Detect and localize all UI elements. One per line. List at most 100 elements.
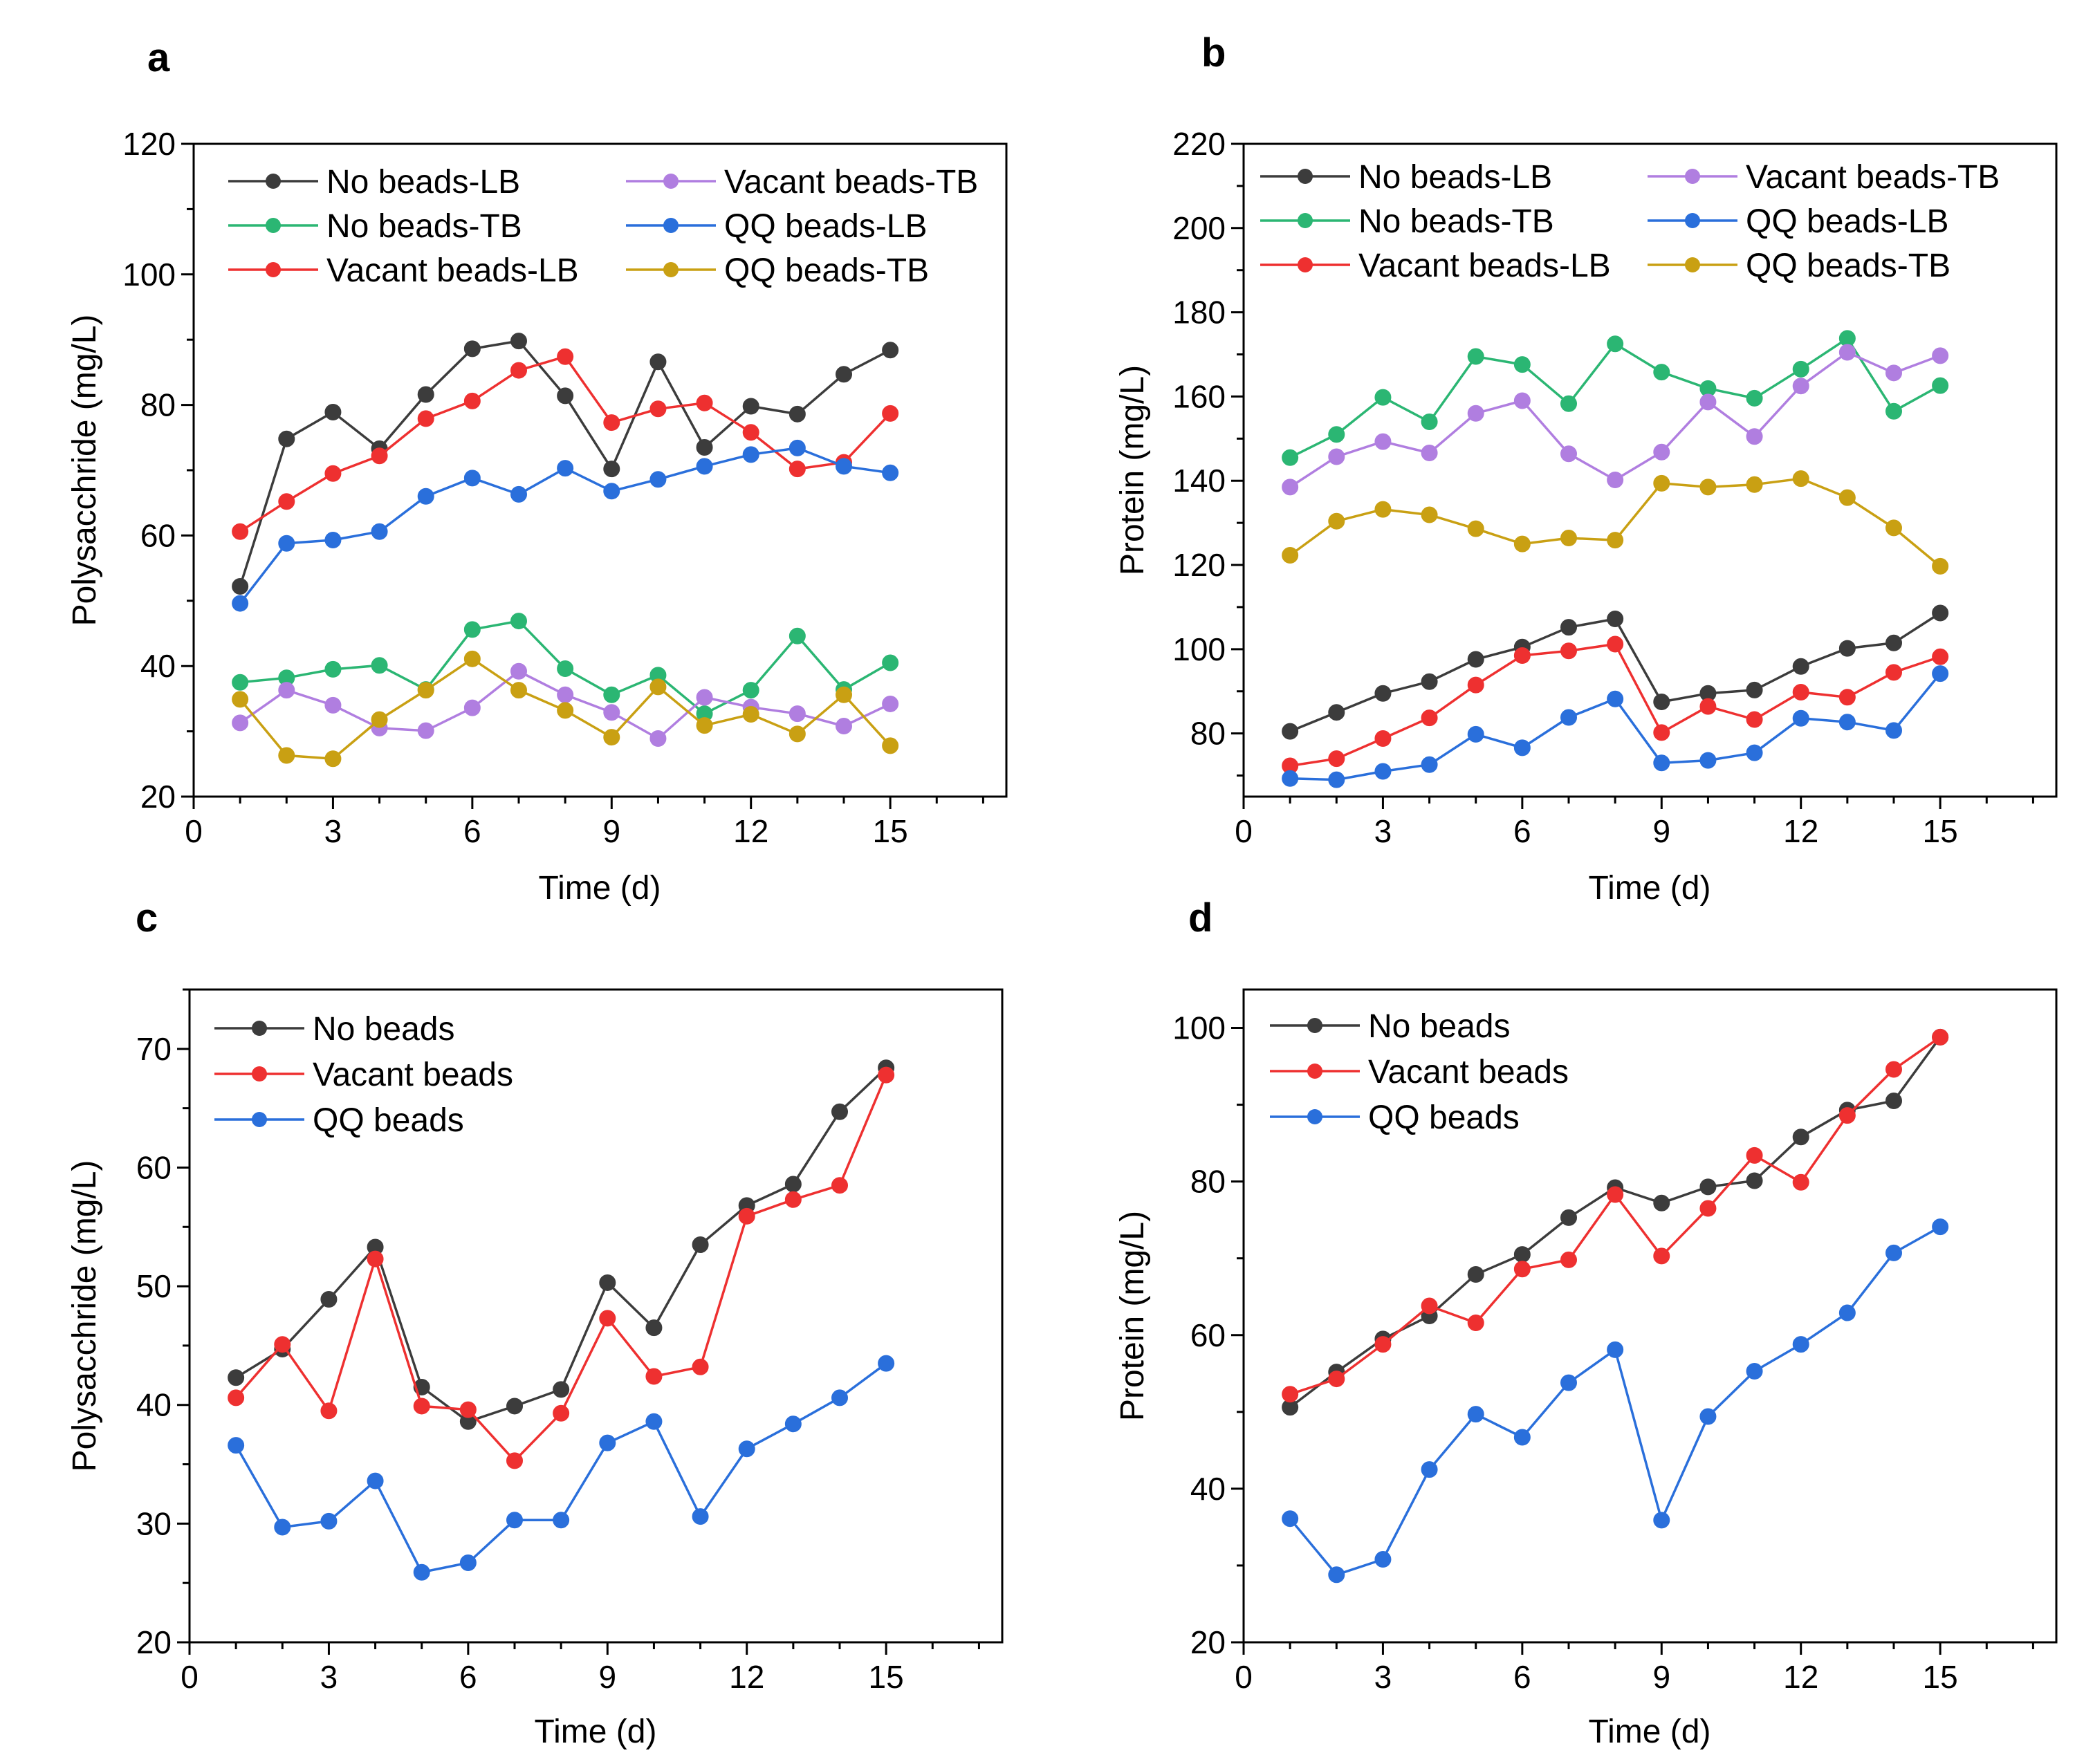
data-point-b-vacant-beads-tb-2	[1328, 448, 1345, 465]
data-point-a-vacant-beads-lb-13	[788, 461, 806, 478]
data-point-d-qq-beads-9	[1653, 1512, 1670, 1529]
legend-label-d-vacant-beads: Vacant beads	[1368, 1054, 1569, 1090]
legend-marker-b-qq-beads-lb	[1685, 213, 1700, 228]
data-point-d-qq-beads-11	[1746, 1362, 1763, 1380]
y-axis-title-c: Polysacchride (mg/L)	[66, 1160, 103, 1472]
data-point-a-vacant-beads-lb-3	[324, 465, 342, 482]
data-point-a-qq-beads-tb-2	[278, 747, 295, 764]
legend-label-c-qq-beads: QQ beads	[313, 1102, 464, 1139]
x-tick-label-a-6: 6	[463, 813, 481, 849]
data-point-a-qq-beads-tb-3	[324, 750, 342, 768]
x-tick-label-d-15: 15	[1923, 1659, 1958, 1695]
data-point-b-no-beads-lb-11	[1746, 681, 1763, 698]
data-point-a-no-beads-lb-14	[836, 366, 852, 383]
legend-marker-a-no-beads-lb	[266, 174, 281, 189]
data-point-a-qq-beads-tb-15	[882, 737, 899, 754]
data-point-c-vacant-beads-14	[831, 1177, 848, 1194]
legend-marker-d-no-beads	[1307, 1018, 1322, 1033]
data-point-b-no-beads-lb-7	[1560, 619, 1577, 636]
y-tick-label-d-60: 60	[1190, 1317, 1226, 1353]
data-point-b-qq-beads-lb-4	[1421, 756, 1438, 773]
data-point-c-vacant-beads-15	[878, 1066, 895, 1084]
data-point-b-no-beads-tb-4	[1421, 413, 1438, 430]
data-point-b-qq-beads-tb-15	[1932, 557, 1949, 575]
y-tick-label-b-80: 80	[1190, 716, 1226, 752]
y-tick-label-c-50: 50	[136, 1268, 172, 1304]
data-point-c-qq-beads-8	[553, 1512, 570, 1529]
x-axis-title-a: Time (d)	[539, 870, 661, 907]
data-point-a-qq-beads-tb-9	[603, 729, 620, 746]
data-point-a-vacant-beads-lb-4	[371, 447, 388, 465]
y-tick-label-a-60: 60	[140, 517, 176, 553]
legend-label-a-vacant-beads-lb: Vacant beads-LB	[326, 252, 579, 289]
data-point-d-qq-beads-7	[1560, 1374, 1577, 1391]
x-axis-title-d: Time (d)	[1589, 1714, 1711, 1750]
data-point-a-no-beads-lb-11	[696, 438, 713, 456]
data-point-b-vacant-beads-tb-4	[1421, 445, 1438, 462]
legend-label-d-qq-beads: QQ beads	[1368, 1099, 1520, 1136]
data-point-b-qq-beads-tb-13	[1838, 489, 1856, 506]
data-point-d-qq-beads-5	[1467, 1406, 1484, 1423]
y-axis-title-b: Protein (mg/L)	[1114, 365, 1151, 575]
data-point-c-vacant-beads-3	[320, 1402, 338, 1420]
data-point-a-vacant-beads-lb-6	[463, 392, 481, 409]
y-tick-label-b-100: 100	[1172, 631, 1226, 667]
x-tick-label-c-9: 9	[598, 1659, 616, 1695]
data-point-a-qq-beads-lb-1	[232, 595, 249, 612]
data-point-c-qq-beads-1	[228, 1437, 245, 1454]
data-point-b-vacant-beads-lb-5	[1467, 676, 1484, 694]
data-point-a-vacant-beads-tb-14	[836, 718, 852, 735]
y-tick-label-c-20: 20	[136, 1624, 172, 1660]
data-point-c-qq-beads-4	[367, 1472, 384, 1489]
legend-marker-d-vacant-beads	[1307, 1064, 1322, 1079]
legend-marker-b-vacant-beads-lb	[1298, 257, 1313, 272]
legend-label-d-no-beads: No beads	[1368, 1008, 1510, 1045]
x-tick-label-b-3: 3	[1374, 813, 1392, 849]
legend-label-a-qq-beads-tb: QQ beads-TB	[724, 252, 929, 289]
data-point-b-qq-beads-lb-3	[1374, 763, 1392, 780]
data-point-a-vacant-beads-tb-1	[232, 714, 249, 732]
legend-marker-a-qq-beads-lb	[663, 218, 679, 233]
data-point-a-no-beads-lb-3	[324, 403, 342, 420]
data-point-d-vacant-beads-8	[1607, 1186, 1624, 1203]
data-point-c-vacant-beads-9	[599, 1310, 616, 1327]
legend-marker-b-qq-beads-tb	[1685, 257, 1700, 272]
y-tick-label-c-70: 70	[136, 1031, 172, 1067]
y-tick-label-a-20: 20	[140, 779, 176, 815]
data-point-b-vacant-beads-tb-5	[1467, 405, 1484, 422]
data-point-a-qq-beads-lb-15	[882, 464, 899, 481]
data-point-c-qq-beads-12	[738, 1440, 755, 1458]
data-point-a-vacant-beads-lb-5	[417, 410, 434, 427]
data-point-a-qq-beads-lb-5	[417, 488, 434, 505]
data-point-b-vacant-beads-tb-15	[1932, 347, 1949, 364]
data-point-b-vacant-beads-lb-10	[1699, 698, 1717, 715]
data-point-a-no-beads-lb-5	[417, 386, 434, 403]
data-point-a-vacant-beads-lb-10	[649, 400, 667, 418]
x-tick-label-c-6: 6	[459, 1659, 477, 1695]
data-point-b-no-beads-tb-7	[1560, 395, 1577, 412]
x-tick-label-a-3: 3	[324, 813, 342, 849]
data-point-a-vacant-beads-lb-9	[603, 414, 620, 431]
data-point-c-vacant-beads-2	[274, 1336, 291, 1353]
data-point-a-vacant-beads-lb-12	[742, 424, 759, 441]
data-point-d-qq-beads-15	[1932, 1218, 1949, 1236]
data-point-d-qq-beads-3	[1374, 1551, 1392, 1568]
data-point-b-vacant-beads-lb-13	[1838, 689, 1856, 706]
data-point-a-qq-beads-tb-11	[696, 717, 713, 734]
legend-marker-a-no-beads-tb	[266, 218, 281, 233]
data-point-a-no-beads-tb-1	[232, 674, 249, 691]
data-point-d-qq-beads-6	[1513, 1429, 1531, 1446]
data-point-c-vacant-beads-4	[367, 1250, 384, 1268]
data-point-b-no-beads-lb-4	[1421, 673, 1438, 690]
data-point-d-qq-beads-12	[1792, 1336, 1809, 1353]
data-point-a-vacant-beads-lb-7	[510, 362, 527, 379]
data-point-b-qq-beads-tb-7	[1560, 530, 1577, 547]
data-point-a-no-beads-lb-7	[510, 333, 527, 350]
data-point-b-vacant-beads-tb-6	[1513, 392, 1531, 409]
data-point-a-qq-beads-tb-14	[836, 686, 852, 703]
data-point-a-no-beads-tb-3	[324, 660, 342, 678]
y-axis-title-a: Polysacchride (mg/L)	[66, 315, 103, 626]
plot-frame-c	[188, 988, 1004, 1644]
y-tick-label-d-100: 100	[1172, 1010, 1226, 1046]
